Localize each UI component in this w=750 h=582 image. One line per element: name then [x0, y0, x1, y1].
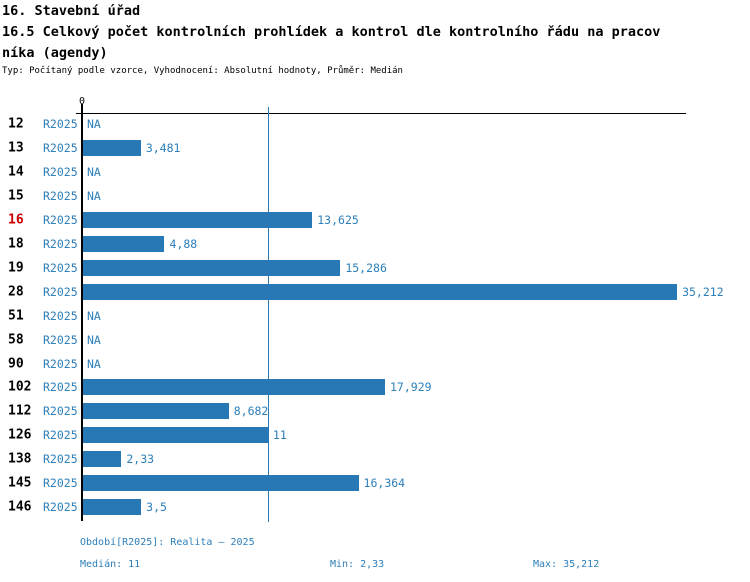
bar-value-label: 16,364	[363, 476, 406, 491]
bar	[83, 139, 141, 156]
row-period-label: R2025	[43, 380, 78, 395]
row-id-label: 15	[8, 188, 24, 204]
bar	[83, 211, 313, 228]
bar	[83, 475, 359, 492]
row-na-label: NA	[87, 356, 101, 371]
row-period-label: R2025	[43, 356, 78, 371]
row-id-label: 145	[8, 475, 32, 491]
row-na-label: NA	[87, 164, 101, 179]
bar	[83, 235, 165, 252]
row-na-label: NA	[87, 308, 101, 323]
row-id-label: 126	[8, 427, 32, 443]
bar-value-label: 17,929	[390, 380, 432, 395]
bar	[83, 427, 268, 444]
x-axis-zero-tick-label: 0	[78, 96, 86, 107]
bar	[83, 451, 122, 468]
bar-value-label: 15,286	[345, 260, 387, 275]
bar-value-label: 2,33	[126, 452, 155, 467]
bar	[83, 283, 678, 300]
row-na-label: NA	[87, 117, 101, 131]
row-id-label: 18	[8, 236, 24, 252]
row-id-label: 16	[8, 212, 24, 228]
row-period-label: R2025	[43, 308, 78, 323]
bar-value-label: 4,88	[169, 236, 198, 251]
row-period-label: R2025	[43, 500, 78, 515]
row-period-label: R2025	[43, 236, 78, 251]
row-id-label: 58	[8, 332, 24, 348]
page-title: 16. Stavební úřad	[2, 3, 141, 19]
row-id-label: 19	[8, 260, 24, 276]
row-id-label: 28	[8, 284, 24, 300]
footer-median-label: Medián: 11	[80, 559, 141, 570]
x-axis-line	[76, 113, 686, 114]
row-id-label: 14	[8, 164, 24, 180]
row-period-label: R2025	[43, 140, 78, 155]
bar-value-label: 13,625	[317, 212, 359, 227]
bar-value-label: 35,212	[682, 284, 724, 299]
row-period-label: R2025	[43, 212, 78, 227]
footer-period-label: Období[R2025]: Realita – 2025	[80, 537, 255, 548]
row-id-label: 102	[8, 379, 32, 395]
row-na-label: NA	[87, 332, 101, 347]
row-period-label: R2025	[43, 476, 78, 491]
row-period-label: R2025	[43, 284, 78, 299]
row-period-label: R2025	[43, 260, 78, 275]
footer-min-label: Min: 2,33	[330, 559, 385, 570]
bar-value-label: 11	[272, 428, 287, 443]
bar	[83, 403, 229, 420]
row-period-label: R2025	[43, 188, 78, 203]
row-id-label: 12	[8, 116, 24, 132]
bar	[83, 499, 142, 516]
row-period-label: R2025	[43, 404, 78, 419]
row-period-label: R2025	[43, 117, 78, 131]
row-id-label: 146	[8, 499, 32, 515]
chart-subtitle-line2: níka (agendy)	[2, 45, 108, 61]
chart-subtitle-line1: 16.5 Celkový počet kontrolních prohlídek…	[2, 24, 661, 40]
bar	[83, 379, 385, 396]
row-id-label: 112	[8, 403, 32, 419]
y-axis-zero-line	[81, 104, 83, 521]
row-id-label: 13	[8, 140, 24, 156]
row-period-label: R2025	[43, 428, 78, 443]
row-na-label: NA	[87, 188, 101, 203]
median-reference-line	[267, 107, 269, 522]
row-period-label: R2025	[43, 452, 78, 467]
bar	[83, 259, 341, 276]
bar-value-label: 3,481	[145, 140, 181, 155]
bar-value-label: 8,682	[233, 404, 269, 419]
row-period-label: R2025	[43, 164, 78, 179]
row-period-label: R2025	[43, 332, 78, 347]
bar-value-label: 3,5	[146, 500, 167, 515]
chart-meta-info: Typ: Počítaný podle vzorce, Vyhodnocení:…	[2, 66, 403, 76]
row-id-label: 90	[8, 356, 24, 371]
row-id-label: 51	[8, 308, 24, 324]
row-id-label: 138	[8, 451, 32, 467]
footer-max-label: Max: 35,212	[533, 559, 600, 570]
